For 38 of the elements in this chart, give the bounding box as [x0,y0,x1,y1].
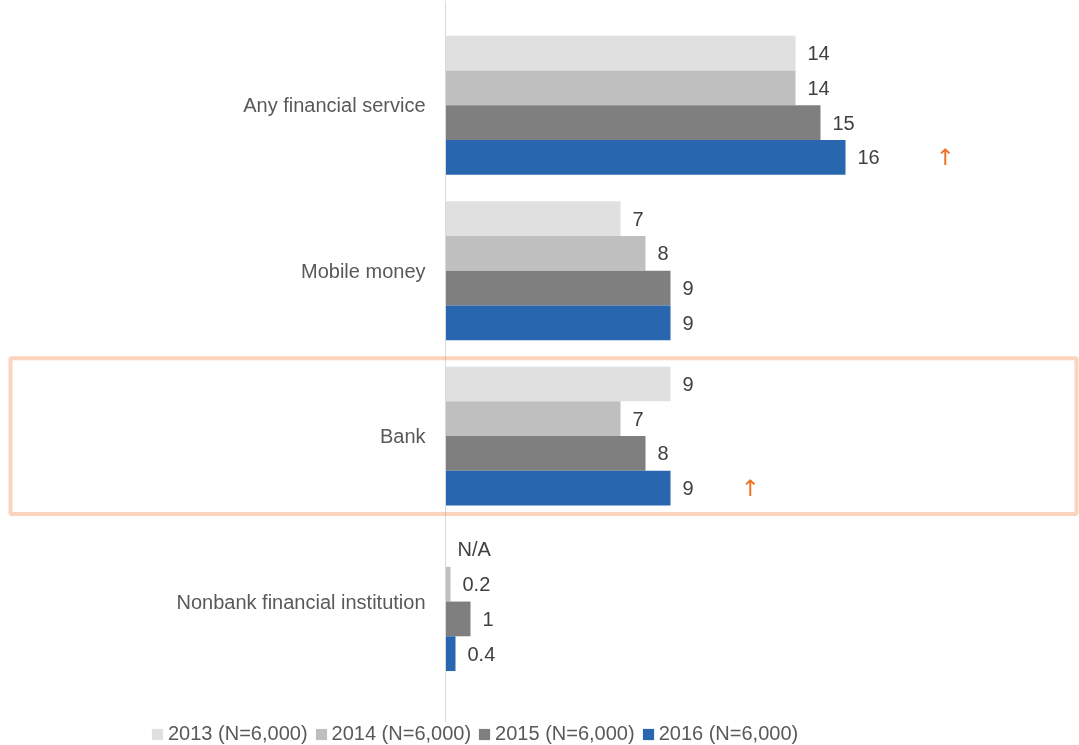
bar [445,436,646,471]
bar [445,566,451,602]
data-label: 8 [657,242,669,265]
legend-label: 2014 (N=6,000) [331,722,472,745]
bar [445,636,456,672]
text: N/A [457,538,491,561]
data-label: 9 [682,373,694,395]
annotation: ↑ [741,475,760,502]
data-label: 7 [632,407,644,430]
bar [445,139,846,175]
bar [445,270,671,306]
legend-label: 2015 (N=6,000) [495,722,635,745]
data-label: 14 [807,76,830,99]
data-label: 9 [682,477,694,500]
bar [445,105,821,140]
bar [445,70,796,106]
bar [445,235,646,271]
bar [445,305,671,341]
data-label: 14 [807,42,830,65]
data-label: 9 [682,311,694,334]
data-label: 16 [857,146,880,169]
legend-label: 2016 (N=6,000) [658,722,799,745]
data-label: 0.4 [467,642,496,665]
y-tick-label: Mobile money [301,259,426,282]
bar [445,601,471,637]
data-label: 7 [632,207,644,230]
data-label: 0.2 [462,573,491,596]
bar [445,470,671,506]
bar [445,401,621,437]
data-label: 1 [482,607,494,630]
data-label: 15 [832,111,855,134]
legend-label: 2013 (N=6,000) [168,722,308,745]
data-label: 8 [657,442,669,465]
y-tick-label: Nonbank financial institution [176,590,426,613]
y-tick-label: Bank [379,425,427,448]
data-label: 9 [682,277,694,300]
y-tick-label: Any financial service [243,94,426,117]
text: ↑ [936,144,955,171]
